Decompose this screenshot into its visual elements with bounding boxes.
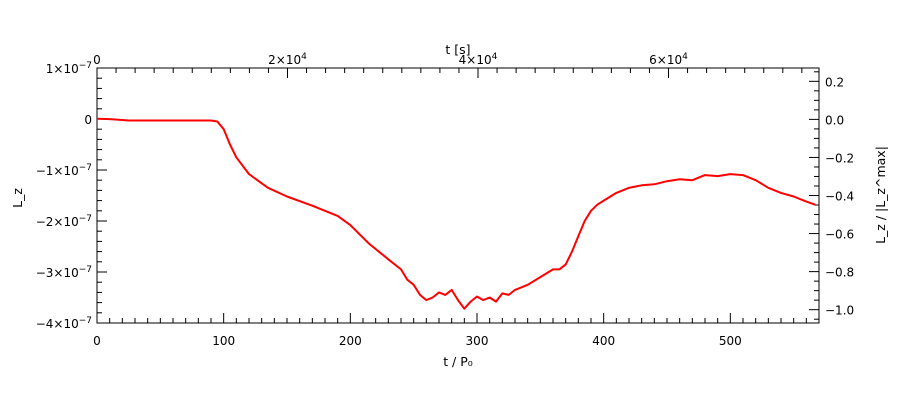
- y2-tick-label: 0.2: [825, 75, 844, 89]
- y-tick-label: 0: [84, 113, 92, 127]
- y-axis-title: L_z: [10, 188, 25, 208]
- y2-tick-label: −1.0: [825, 304, 854, 318]
- x-tick-label: 0: [93, 334, 101, 348]
- series-line: [96, 117, 816, 310]
- x-tick-label: 300: [466, 334, 489, 348]
- x2-tick-label: 2×104: [268, 52, 307, 67]
- y-tick-label: −2×10−7: [36, 214, 92, 229]
- x2-tick-label: 4×104: [459, 52, 498, 67]
- y-tick-label: −4×10−7: [36, 316, 92, 331]
- axis-ticks: [96, 67, 820, 324]
- x-tick-label: 200: [339, 334, 362, 348]
- x-axis-title: t / P₀: [443, 354, 473, 369]
- y-tick-label: 1×10−7: [46, 61, 92, 76]
- y2-axis-title: L_z / |L_z^max|: [873, 146, 888, 244]
- y-tick-label: −1×10−7: [36, 163, 92, 178]
- plot-frame: [96, 67, 820, 324]
- x2-tick-label: 0: [93, 53, 101, 67]
- x2-axis-title: t [s]: [445, 42, 470, 57]
- y2-tick-label: 0.0: [825, 113, 844, 127]
- y2-tick-label: −0.8: [825, 266, 854, 280]
- x2-tick-label: 6×104: [649, 52, 688, 67]
- x-tick-label: 100: [212, 334, 235, 348]
- y2-tick-label: −0.2: [825, 151, 854, 165]
- x-tick-label: 400: [592, 334, 615, 348]
- y2-tick-label: −0.4: [825, 190, 854, 204]
- y2-tick-label: −0.6: [825, 228, 854, 242]
- y-tick-label: −3×10−7: [36, 265, 92, 280]
- x-tick-label: 500: [719, 334, 742, 348]
